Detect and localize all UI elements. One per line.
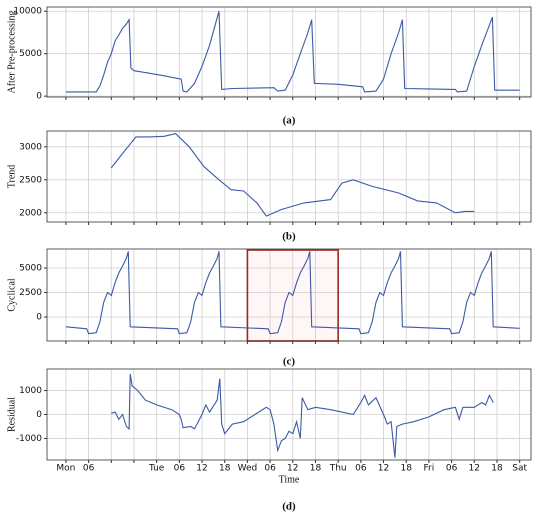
panel-label: (b)	[282, 231, 296, 243]
x-tick-label: 12	[196, 464, 207, 474]
x-tick-label: 12	[378, 464, 389, 474]
y-tick-label: 5000	[19, 49, 42, 59]
y-tick-label: 2500	[19, 175, 42, 185]
x-tick-label: 18	[219, 464, 231, 474]
x-tick-label: 06	[264, 464, 276, 474]
x-tick-label: Thu	[329, 464, 347, 474]
plot-area	[47, 131, 531, 222]
y-tick-label: 10000	[13, 7, 42, 17]
x-tick-label: 18	[400, 464, 412, 474]
panel-label: (a)	[283, 115, 296, 127]
y-tick-label: 0	[36, 312, 42, 322]
data-line	[65, 251, 520, 335]
x-tick-label: Mon	[56, 464, 75, 474]
x-tick-label: 06	[446, 464, 458, 474]
y-tick-label: 3000	[19, 142, 42, 152]
data-line	[111, 373, 494, 458]
data-line	[65, 11, 520, 93]
x-axis-label: Time	[279, 474, 300, 485]
y-tick-label: 0	[36, 410, 42, 420]
y-tick-label: 1000	[19, 386, 42, 396]
y-axis-label: After Pre-processing	[6, 10, 17, 93]
x-tick-label: 12	[469, 464, 480, 474]
plot-area	[47, 249, 531, 341]
data-line	[110, 132, 475, 217]
y-axis-label: Residual	[6, 397, 17, 432]
y-tick-label: 2500	[19, 288, 42, 298]
x-tick-label: 18	[491, 464, 503, 474]
y-axis-label: Trend	[6, 165, 17, 189]
x-tick-label: 06	[83, 464, 95, 474]
plot-frame	[46, 130, 532, 223]
y-tick-label: 0	[36, 92, 42, 102]
y-tick-label: -1000	[16, 434, 42, 444]
y-tick-label: 2000	[19, 208, 42, 218]
x-tick-label: Tue	[148, 464, 165, 474]
plot-frame	[46, 248, 532, 342]
y-axis-label: Cyclical	[6, 278, 17, 312]
x-tick-label: 18	[310, 464, 322, 474]
x-tick-label: 06	[174, 464, 186, 474]
x-tick-label: Fri	[424, 464, 435, 474]
x-tick-label: 06	[355, 464, 367, 474]
plot-frame	[46, 6, 532, 98]
x-tick-label: Sat	[512, 464, 527, 474]
x-tick-label: Wed	[238, 464, 258, 474]
x-tick-label: 12	[287, 464, 298, 474]
plot-frame	[46, 368, 532, 461]
y-tick-label: 5000	[19, 264, 42, 274]
panel-label: (c)	[283, 356, 296, 368]
panel-label: (d)	[282, 501, 296, 513]
